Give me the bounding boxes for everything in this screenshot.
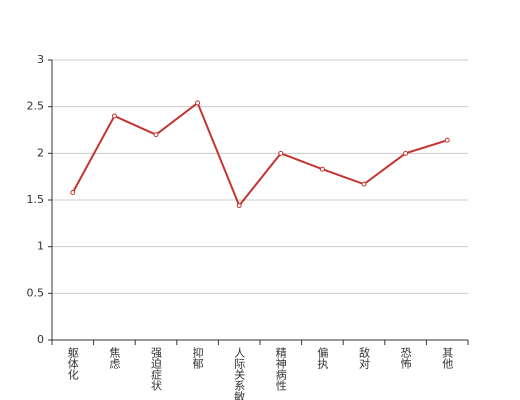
y-tick-label: 1 [37, 240, 44, 253]
y-tick-label: 0 [37, 333, 44, 346]
x-tick-label: 焦虑 [108, 347, 121, 369]
x-tick-label: 敌对 [358, 346, 371, 369]
y-tick-label: 1.5 [27, 193, 45, 206]
line [71, 101, 448, 208]
point [195, 100, 201, 106]
x-tick-label: 恐怖 [399, 347, 412, 369]
x-tick-label: 躯体化 [66, 347, 79, 381]
point [278, 150, 284, 156]
point [70, 190, 76, 196]
x-tick-label: 偏执 [316, 346, 329, 370]
point [236, 203, 242, 209]
y-tick-label: 3 [37, 53, 44, 66]
x-tick-label: 人际关系敏感 [233, 347, 246, 400]
point [361, 181, 367, 187]
point [153, 132, 159, 138]
x-tick-label: 其他 [441, 347, 454, 369]
x-tick-label: 精神病性 [274, 347, 287, 392]
point [444, 137, 450, 143]
x-tick-label: 抑郁 [191, 346, 204, 369]
y-tick-label: 2 [37, 146, 44, 159]
point [403, 150, 409, 156]
y-tick-label: 0.5 [27, 286, 45, 299]
y-tick-label: 2.5 [27, 100, 45, 113]
point [319, 166, 325, 172]
x-tick-label: 强迫症状 [150, 347, 163, 391]
point [111, 113, 117, 119]
